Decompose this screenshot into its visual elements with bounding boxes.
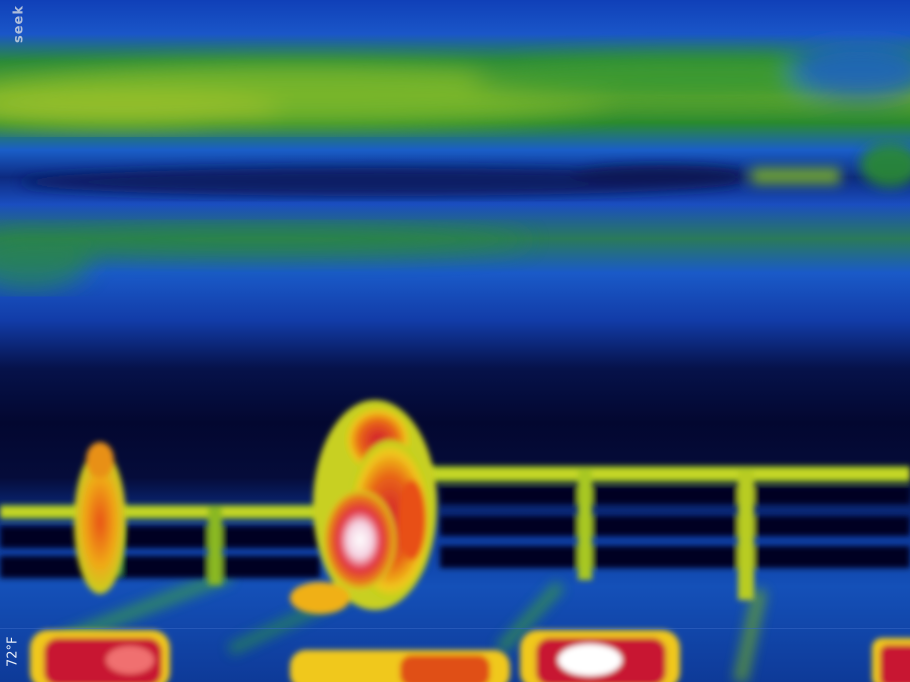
brand-text: seek bbox=[11, 4, 27, 44]
brand-watermark: seek bbox=[4, 2, 34, 46]
temperature-value: 72°F bbox=[5, 636, 21, 668]
temperature-readout: 72°F bbox=[2, 624, 24, 680]
